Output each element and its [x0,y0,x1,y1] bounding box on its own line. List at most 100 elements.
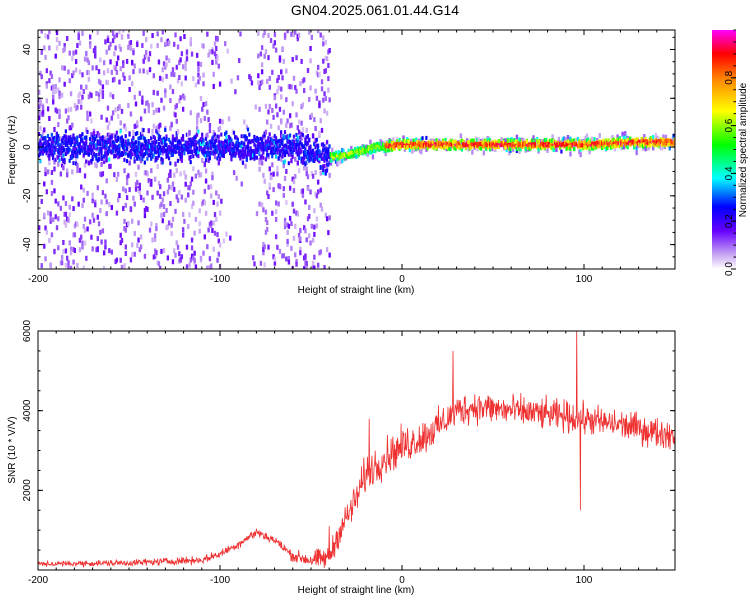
heatmap-cell [155,107,158,113]
heatmap-cell [113,64,116,70]
heatmap-cell [317,143,320,148]
heatmap-cell [487,140,490,145]
heatmap-cell [146,144,149,149]
heatmap-cell [297,142,301,147]
heatmap-cell [514,143,517,148]
heatmap-cell [296,36,299,42]
heatmap-cell [169,84,172,90]
heatmap-cell [299,140,302,145]
heatmap-cell [82,187,85,193]
heatmap-cell [204,168,208,174]
heatmap-cell [111,146,115,151]
heatmap-cell [180,51,184,57]
snr-x-axis: -200 -100 0 100 [28,331,676,586]
heatmap-cell [222,238,226,244]
heatmap-cell [129,257,133,263]
chart-title: GN04.2025.061.01.44.G14 [290,2,460,18]
heatmap-cell [201,136,204,142]
heatmap-cell [39,142,42,147]
heatmap-cell [41,136,45,141]
heatmap-cell [288,133,292,138]
heatmap-cell [264,49,268,55]
heatmap-cell [272,171,275,177]
heatmap-cell [309,85,312,91]
heatmap-cell [510,143,513,148]
heatmap-cell [106,68,110,74]
heatmap-cell [497,139,501,144]
heatmap-cell [324,168,327,173]
heatmap-cell [91,134,94,139]
heatmap-cell [659,139,662,144]
heatmap-cell [283,32,287,38]
heatmap-cell [248,152,251,157]
heatmap-cell [82,88,85,94]
heatmap-cell [146,206,149,212]
heatmap-cell [662,134,665,140]
heatmap-cell [171,216,175,222]
heatmap-cell [644,141,647,146]
heatmap-cell [519,141,522,146]
heatmap-cell [302,165,306,171]
heatmap-cell [308,96,311,102]
heatmap-cell [260,62,264,68]
heatmap-cell [108,138,111,143]
heatmap-cell [429,140,432,145]
heatmap-cell [52,217,55,223]
heatmap-cell [350,145,353,151]
heatmap-cell [76,104,79,110]
heatmap-cell [449,146,452,151]
heatmap-cell [104,244,107,250]
heatmap-cell [150,221,153,227]
heatmap-cell [156,260,159,266]
heatmap-cell [76,135,79,140]
heatmap-cell [492,141,496,146]
heatmap-cell [82,223,85,229]
heatmap-cell [116,151,120,156]
heatmap-cell [218,150,222,155]
heatmap-cell [629,136,632,141]
heatmap-cell [473,139,476,144]
heatmap-cell [272,254,275,260]
heatmap-cell [166,189,170,195]
heatmap-cell [220,132,223,137]
heatmap-cell [192,200,195,206]
heatmap-cell [215,35,218,41]
heatmap-cell [632,145,636,150]
heatmap-cell [564,140,567,145]
heatmap-cell [336,161,339,167]
heatmap-cell [469,138,473,143]
heatmap-cell [311,152,315,157]
heatmap-cell [55,37,59,43]
heatmap-cell [350,154,353,159]
heatmap-cell [198,221,201,227]
heatmap-cell [383,146,386,151]
heatmap-cell [118,143,121,148]
heatmap-cell [77,201,80,207]
heatmap-cell [240,140,243,145]
heatmap-cell [274,103,278,109]
heatmap-cell [576,143,580,148]
heatmap-cell [164,64,167,70]
heatmap-cell [41,130,45,136]
heatmap-cell [90,150,93,155]
heatmap-cell [176,143,180,148]
heatmap-cell [622,144,626,150]
heatmap-cell [491,140,494,145]
heatmap-cell [123,147,126,152]
heatmap-cell [231,147,234,152]
heatmap-cell [43,146,46,151]
heatmap-cell [179,95,182,101]
heatmap-cell [194,142,197,147]
heatmap-cell [347,154,350,159]
heatmap-cell [53,188,56,194]
heatmap-cell [323,157,326,162]
heatmap-cell [291,154,294,159]
heatmap-cell [60,163,64,168]
heatmap-cell [153,233,157,239]
heatmap-cell [217,251,220,257]
heatmap-cell [254,138,257,143]
heatmap-cell [131,59,134,65]
heatmap-cell [453,146,456,151]
heatmap-cell [323,146,326,151]
heatmap-cell [528,143,531,148]
